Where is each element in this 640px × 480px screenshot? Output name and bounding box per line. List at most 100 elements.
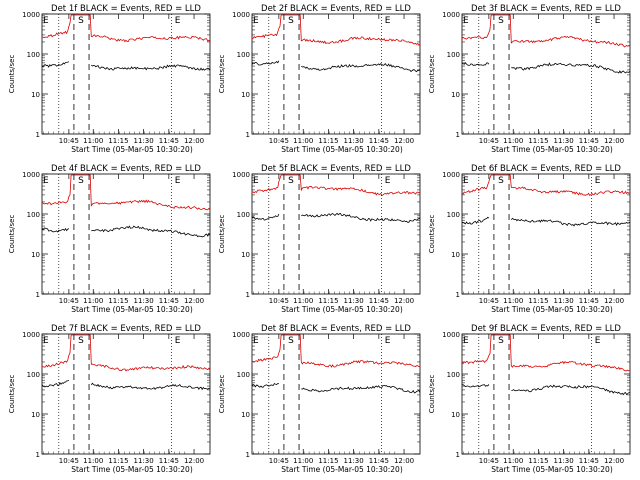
panel-title: Det 2f BLACK = Events, RED = LLD — [261, 4, 411, 14]
plot-frame — [251, 13, 421, 135]
x-tick-label: 11:00 — [293, 137, 313, 145]
x-tick-label: 11:15 — [528, 457, 548, 465]
y-tick-label: 100 — [27, 371, 40, 379]
panel-6 — [461, 173, 631, 295]
x-tick-label: 11:45 — [369, 457, 389, 465]
x-tick-label: 10:45 — [269, 137, 289, 145]
marker-label-e: E — [385, 176, 391, 186]
y-tick-label: 10 — [451, 251, 460, 259]
series-lld-line — [41, 334, 211, 372]
x-tick-label: 11:30 — [344, 457, 364, 465]
series-events-line — [301, 384, 421, 394]
x-axis-label: Start Time (05-Mar-05 10:30:20) — [281, 465, 403, 474]
y-axis-label: Counts/sec — [218, 55, 226, 94]
y-tick-label: 10 — [451, 411, 460, 419]
series-events-line — [462, 62, 490, 66]
x-tick-label: 11:30 — [554, 137, 574, 145]
panel-3 — [461, 13, 631, 135]
y-axis-label: Counts/sec — [8, 55, 16, 94]
marker-label-s: S — [288, 176, 294, 186]
marker-label-e: E — [175, 16, 181, 26]
marker-label-s: S — [498, 176, 504, 186]
y-tick-label: 1000 — [442, 11, 460, 19]
x-tick-label: 10:45 — [479, 137, 499, 145]
x-tick-label: 10:45 — [59, 457, 79, 465]
panel-7 — [41, 333, 211, 455]
x-tick-label: 11:15 — [108, 137, 128, 145]
marker-label-e: E — [385, 336, 391, 346]
x-tick-label: 10:45 — [59, 137, 79, 145]
plot-frame — [251, 173, 421, 295]
marker-label-e: E — [43, 336, 49, 346]
series-events-line — [41, 61, 70, 68]
x-tick-label: 11:45 — [159, 137, 179, 145]
y-tick-label: 100 — [237, 371, 250, 379]
x-axis-label: Start Time (05-Mar-05 10:30:20) — [71, 465, 193, 474]
y-tick-label: 1000 — [442, 171, 460, 179]
x-tick-label: 11:45 — [579, 137, 599, 145]
marker-label-s: S — [288, 16, 294, 26]
y-tick-label: 1 — [246, 291, 250, 299]
marker-label-e: E — [595, 16, 601, 26]
y-tick-label: 1000 — [232, 171, 250, 179]
x-tick-label: 11:00 — [503, 297, 523, 305]
panel-title: Det 4f BLACK = Events, RED = LLD — [51, 164, 201, 174]
y-tick-label: 1000 — [232, 11, 250, 19]
x-axis-label: Start Time (05-Mar-05 10:30:20) — [491, 465, 613, 474]
series-events-line — [510, 217, 631, 227]
marker-label-e: E — [253, 336, 259, 346]
marker-label-e: E — [595, 176, 601, 186]
y-tick-label: 10 — [31, 91, 40, 99]
y-tick-label: 10 — [241, 411, 250, 419]
series-events-line — [251, 382, 279, 388]
y-axis-label: Counts/sec — [218, 215, 226, 254]
y-tick-label: 100 — [447, 371, 460, 379]
marker-label-s: S — [498, 16, 504, 26]
series-lld-line — [41, 174, 211, 211]
series-lld-line — [461, 174, 631, 197]
plot-frame — [41, 13, 211, 135]
x-tick-label: 10:45 — [479, 457, 499, 465]
y-tick-label: 1000 — [22, 11, 40, 19]
x-tick-label: 11:30 — [134, 297, 154, 305]
panel-title: Det 1f BLACK = Events, RED = LLD — [51, 4, 201, 14]
x-tick-label: 12:00 — [604, 137, 624, 145]
y-tick-label: 10 — [31, 251, 40, 259]
y-tick-label: 100 — [447, 211, 460, 219]
x-tick-label: 11:45 — [579, 457, 599, 465]
series-lld-line — [251, 14, 421, 46]
x-tick-label: 11:15 — [528, 137, 548, 145]
panel-1 — [41, 13, 211, 135]
y-tick-label: 100 — [27, 211, 40, 219]
panel-title: Det 8f BLACK = Events, RED = LLD — [261, 324, 411, 334]
panel-5 — [251, 173, 421, 295]
panel-4 — [41, 173, 211, 295]
x-axis-label: Start Time (05-Mar-05 10:30:20) — [71, 305, 193, 314]
series-lld-line — [42, 14, 211, 43]
y-tick-label: 10 — [241, 251, 250, 259]
y-tick-label: 10 — [241, 91, 250, 99]
x-tick-label: 10:45 — [269, 457, 289, 465]
x-tick-label: 11:15 — [318, 297, 338, 305]
panel-title: Det 5f BLACK = Events, RED = LLD — [261, 164, 411, 174]
panel-8 — [251, 333, 421, 455]
y-tick-label: 1 — [246, 131, 250, 139]
marker-label-e: E — [463, 176, 469, 186]
series-events-line — [90, 382, 211, 391]
y-tick-label: 1 — [456, 451, 460, 459]
y-tick-label: 10 — [451, 91, 460, 99]
series-lld-line — [251, 174, 421, 197]
marker-label-s: S — [288, 336, 294, 346]
x-tick-label: 11:15 — [528, 297, 548, 305]
x-tick-label: 11:00 — [293, 457, 313, 465]
x-tick-label: 11:30 — [344, 297, 364, 305]
x-tick-label: 11:00 — [503, 457, 523, 465]
y-tick-label: 1 — [36, 131, 40, 139]
y-tick-label: 1000 — [442, 331, 460, 339]
marker-label-s: S — [78, 336, 84, 346]
series-events-line — [41, 379, 70, 388]
x-tick-label: 11:00 — [83, 297, 103, 305]
x-tick-label: 11:15 — [318, 457, 338, 465]
y-tick-label: 1000 — [22, 331, 40, 339]
